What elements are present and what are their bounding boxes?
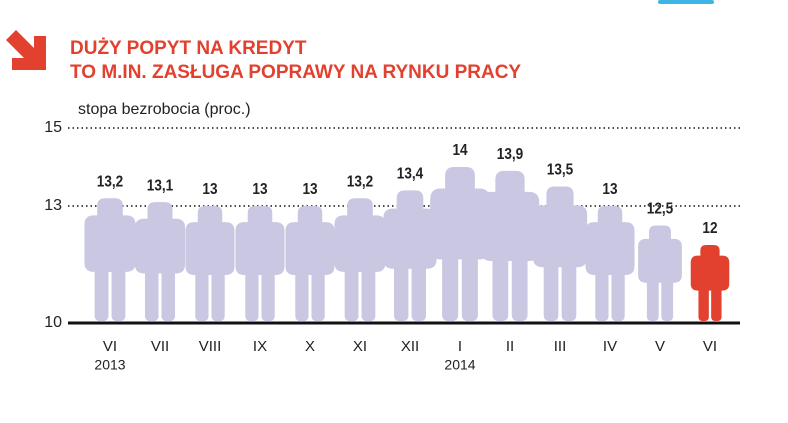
value-label: 13 [602, 181, 617, 198]
arrow-icon [6, 30, 46, 70]
year-label: 2013 [94, 357, 125, 373]
x-tick-label: II [506, 338, 514, 355]
x-tick-label: XI [353, 338, 367, 355]
y-tick-label: 10 [44, 314, 62, 331]
x-tick-label: III [554, 338, 567, 355]
person-figure [185, 206, 235, 321]
year-label: 2014 [444, 357, 475, 373]
person-figure [585, 206, 635, 321]
person-figure [84, 198, 136, 321]
person-figure [690, 245, 730, 321]
value-label: 13,2 [97, 173, 123, 190]
person-figure [480, 170, 540, 321]
x-tick-label: I [458, 338, 462, 355]
value-label: 13,4 [397, 166, 424, 183]
x-tick-label: VIII [199, 338, 222, 355]
value-label: 13,5 [547, 162, 573, 179]
value-label: 13 [202, 181, 217, 198]
person-figure [532, 186, 588, 321]
person-figure [134, 202, 186, 321]
person-figure [285, 206, 335, 321]
x-tick-label: VI [703, 338, 717, 355]
x-tick-label: X [305, 338, 315, 355]
x-tick-label: VI [103, 338, 117, 355]
value-label: 13,2 [347, 173, 373, 190]
person-figure [235, 206, 285, 321]
value-label: 13,9 [497, 146, 523, 163]
x-tick-label: IV [603, 338, 617, 355]
corner-tab [658, 0, 714, 4]
y-tick-label: 15 [44, 119, 62, 136]
value-label: 13 [302, 181, 317, 198]
chart-title: TO M.IN. ZASŁUGA POPRAWY NA RYNKU PRACY [70, 62, 521, 83]
y-tick-label: 13 [44, 197, 62, 214]
value-label: 13 [252, 181, 267, 198]
person-figure [334, 198, 386, 321]
x-tick-label: V [655, 338, 665, 355]
person-figure [430, 167, 490, 321]
x-tick-label: XII [401, 338, 419, 355]
x-tick-label: VII [151, 338, 169, 355]
value-label: 12,5 [647, 201, 673, 218]
chart-title: DUŻY POPYT NA KREDYT [70, 38, 307, 59]
value-label: 14 [452, 142, 468, 159]
y-axis-label: stopa bezrobocia (proc.) [78, 101, 251, 118]
person-figure [383, 190, 437, 321]
value-label: 12 [702, 220, 717, 237]
person-figure [638, 225, 682, 321]
value-label: 13,1 [147, 177, 173, 194]
x-tick-label: IX [253, 338, 267, 355]
